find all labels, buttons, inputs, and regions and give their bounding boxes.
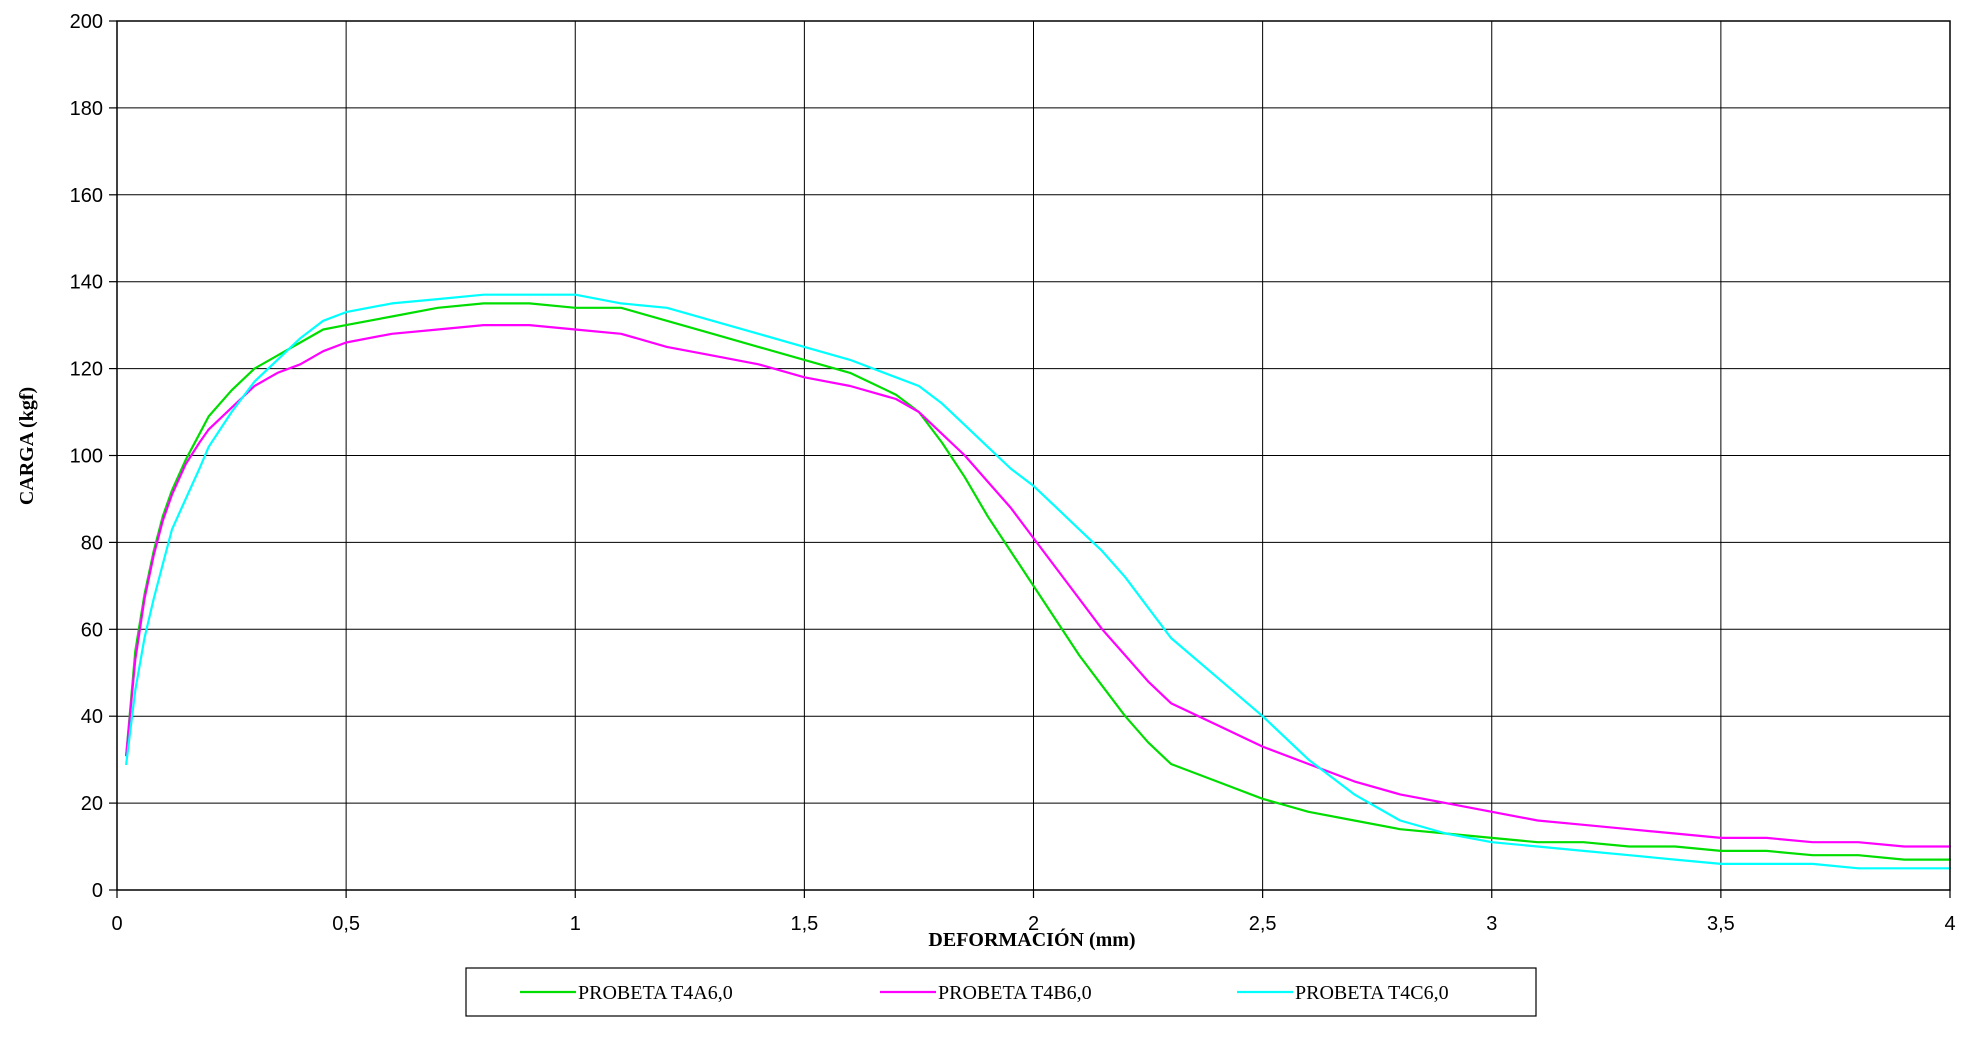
x-tick-label: 3,5 xyxy=(1707,913,1735,935)
y-tick-label: 100 xyxy=(70,446,103,468)
y-tick-label: 40 xyxy=(81,706,103,728)
y-tick-label: 20 xyxy=(81,793,103,815)
y-tick-label: 120 xyxy=(70,359,103,381)
series-lines xyxy=(125,293,1952,870)
legend-box xyxy=(465,967,1537,1017)
series-line-2 xyxy=(125,324,1952,848)
x-tick-label: 0 xyxy=(111,913,122,935)
y-axis-ticks: 0 20 40 60 80 100 120 140 160 180 200 xyxy=(70,11,117,902)
x-axis-ticks: 0 0,5 1 1,5 2 2,5 3 3,5 4 xyxy=(111,890,1956,935)
x-tick-label: 1 xyxy=(570,913,581,935)
x-tick-label: 2 xyxy=(1028,913,1039,935)
y-tick-label: 80 xyxy=(81,532,103,554)
x-axis-title: DEFORMACIÓN (mm) xyxy=(928,927,1135,951)
series-line-1 xyxy=(125,302,1952,861)
y-tick-label: 60 xyxy=(81,619,103,641)
y-tick-label: 160 xyxy=(70,185,103,207)
y-tick-label: 0 xyxy=(92,880,103,902)
y-tick-label: 180 xyxy=(70,98,103,120)
legend-label-1: PROBETA T4A6,0 xyxy=(578,982,733,1004)
legend: PROBETA T4A6,0 PROBETA T4B6,0 PROBETA T4C6… xyxy=(465,967,1537,1017)
x-tick-label: 1,5 xyxy=(790,913,818,935)
legend-label-3: PROBETA T4C6,0 xyxy=(1295,982,1449,1004)
x-tick-label: 3 xyxy=(1486,913,1497,935)
legend-label-2: PROBETA T4B6,0 xyxy=(938,982,1092,1004)
x-tick-label: 0,5 xyxy=(332,913,360,935)
x-tick-label: 4 xyxy=(1944,913,1955,935)
y-tick-label: 140 xyxy=(70,272,103,294)
x-tick-label: 2,5 xyxy=(1249,913,1277,935)
y-axis-title: CARGA (kgf) xyxy=(16,387,38,505)
series-line-3 xyxy=(125,293,1952,870)
y-tick-label: 200 xyxy=(70,11,103,33)
gridlines xyxy=(117,21,1950,890)
